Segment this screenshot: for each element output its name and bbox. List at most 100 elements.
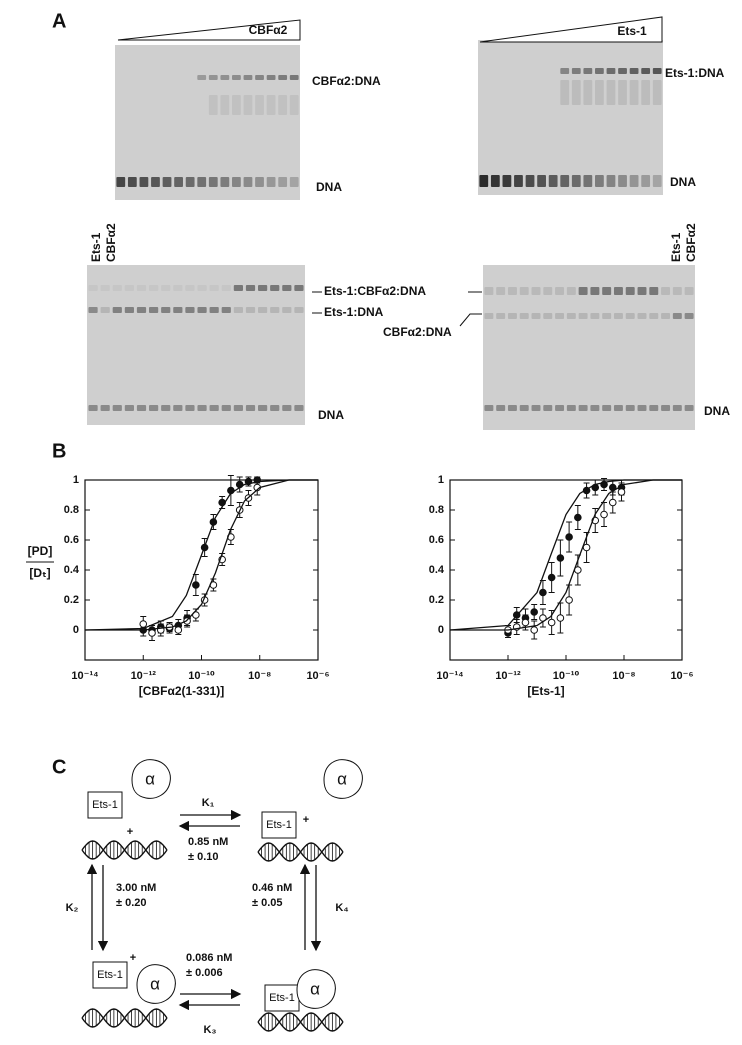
- gel-band: [566, 313, 576, 319]
- constant-error: ± 0.10: [188, 851, 219, 863]
- gel-band: [496, 313, 506, 319]
- data-point: [556, 554, 565, 562]
- factor-shape: [296, 969, 336, 1009]
- y-tick-label: 0.6: [64, 534, 79, 546]
- gel-band: [270, 285, 280, 291]
- gel-band: [209, 405, 219, 411]
- wedge: [117, 19, 301, 41]
- gel-band: [578, 313, 588, 319]
- gel-band: [173, 307, 183, 313]
- gel-band: [590, 287, 600, 295]
- protein-box: [87, 791, 123, 819]
- gel-band: [243, 75, 253, 80]
- gel-band: [548, 175, 558, 187]
- gel-band: [88, 285, 98, 291]
- gel-band: [278, 95, 288, 115]
- gel-band: [606, 175, 616, 187]
- band-label: DNA: [316, 180, 342, 194]
- dna-strand: [81, 1008, 168, 1028]
- gel-band: [566, 287, 576, 295]
- gel-band: [294, 307, 304, 313]
- protein-box: [261, 811, 297, 839]
- gel-band: [100, 285, 110, 291]
- band-label: Ets-1:DNA: [665, 66, 725, 80]
- gel-band: [232, 177, 241, 187]
- y-tick-label: 0.2: [429, 594, 444, 606]
- constant-error: ± 0.006: [186, 967, 223, 979]
- gel-band: [560, 80, 570, 105]
- plot-frame: [449, 479, 683, 661]
- x-axis-label: [Ets-1]: [527, 684, 564, 698]
- fit-curve: [85, 479, 318, 631]
- gel: [478, 40, 663, 195]
- rate-constant: K₂: [66, 902, 79, 914]
- gel-band: [209, 307, 219, 313]
- gel-band: [208, 95, 218, 115]
- gel-band: [629, 175, 639, 187]
- gel-band: [560, 175, 570, 187]
- wedge: [479, 16, 663, 43]
- gel-band: [162, 177, 172, 187]
- gel-band: [531, 287, 541, 295]
- fit-curve: [450, 479, 682, 631]
- gel-band: [637, 405, 647, 411]
- x-tick-label: 10⁻¹⁰: [553, 670, 580, 682]
- gel-band: [652, 68, 662, 74]
- gel-band: [555, 405, 565, 411]
- gel-band: [282, 307, 292, 313]
- wedge-label: CBFα2: [249, 23, 288, 37]
- gel-band: [294, 405, 304, 411]
- band-label: Ets-1:CBFα2:DNA: [324, 284, 426, 298]
- gel-band: [629, 68, 639, 74]
- gel-band: [637, 287, 647, 295]
- gel-band: [136, 285, 147, 291]
- gel-band: [233, 307, 243, 313]
- plus: +: [127, 826, 133, 838]
- gel-band: [278, 177, 288, 187]
- gel-band: [245, 285, 256, 291]
- gel-band: [602, 287, 612, 295]
- x-tick-label: 10⁻¹⁴: [71, 670, 98, 682]
- gel-band: [531, 405, 541, 411]
- plus: +: [130, 952, 136, 964]
- gel-band: [531, 313, 541, 319]
- gel-band: [220, 177, 230, 187]
- gel-band: [124, 307, 134, 313]
- protein-label: Ets-1: [269, 992, 295, 1004]
- data-point: [600, 510, 608, 519]
- gel-band: [232, 95, 241, 115]
- x-tick-label: 10⁻¹⁰: [188, 670, 215, 682]
- gel-band: [100, 405, 110, 411]
- constant-value: 0.85 nM: [188, 836, 228, 848]
- gel-band: [555, 287, 565, 295]
- gel-band: [197, 307, 207, 313]
- gel-band: [245, 405, 256, 411]
- gel-band: [484, 313, 494, 319]
- gel-band: [490, 175, 500, 187]
- gel-band: [649, 287, 659, 295]
- x-tick-label: 10⁻⁶: [670, 670, 693, 682]
- gel-band: [571, 68, 581, 74]
- y-tick-label: 0.4: [429, 564, 445, 576]
- protein-label: Ets-1: [92, 799, 118, 811]
- gel-band: [652, 80, 662, 105]
- gel-band: [197, 405, 207, 411]
- gel-band: [270, 307, 280, 313]
- gel-band: [602, 405, 612, 411]
- gel-band: [278, 75, 288, 80]
- y-tick-label: 1: [73, 474, 79, 486]
- gel-band: [112, 307, 122, 313]
- factor-label: α: [150, 974, 160, 993]
- gel-band: [502, 175, 512, 187]
- gel-band: [595, 68, 604, 74]
- gel-band: [606, 80, 616, 105]
- gel-band: [543, 313, 553, 319]
- gel-band: [625, 313, 635, 319]
- gel-band: [625, 405, 635, 411]
- dna-strand: [257, 1012, 344, 1032]
- gel-band: [684, 287, 694, 295]
- gel-band: [684, 313, 694, 319]
- band-label: DNA: [670, 175, 696, 189]
- gel-band: [139, 177, 149, 187]
